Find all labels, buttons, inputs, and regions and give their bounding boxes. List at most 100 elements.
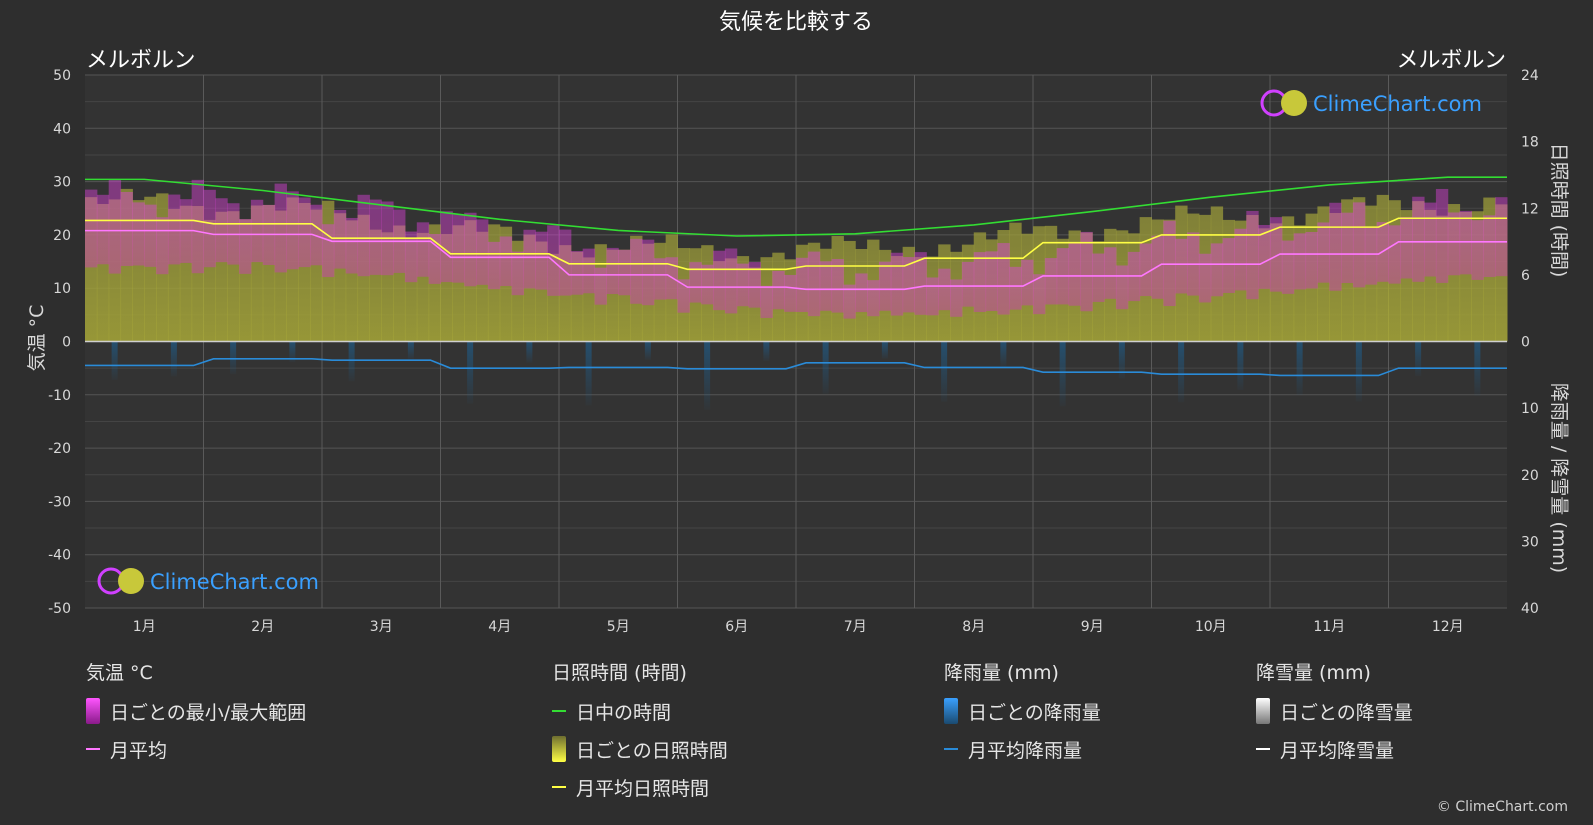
rain-daily-bar — [941, 341, 948, 402]
temp-daily-range-bar — [819, 261, 833, 311]
temp-daily-range-bar — [191, 179, 204, 274]
legend-snow-daily: 日ごとの降雪量 — [1256, 698, 1413, 724]
left-axis-label: 気温 °C — [26, 305, 48, 372]
temp-daily-range-bar — [1352, 202, 1366, 288]
right-bottom-axis-label: 降雨量 / 降雪量 (mm) — [1548, 383, 1570, 573]
temp-daily-range-bar — [914, 252, 927, 315]
logo-top-right: ClimeChart.com — [1260, 89, 1482, 117]
temp-daily-range-bar — [831, 259, 844, 313]
temp-daily-range-bar — [1447, 212, 1461, 276]
temp-daily-range-bar — [1388, 225, 1401, 284]
temp-daily-range-bar — [1459, 210, 1472, 275]
daylight-swatch — [552, 710, 566, 712]
temp-daily-range-bar — [1246, 210, 1259, 300]
location-left: メルボルン — [86, 48, 196, 73]
temp-daily-range-bar — [1341, 212, 1354, 284]
right-top-tick-label: 0 — [1521, 335, 1530, 351]
legend-rain-avg-label: 月平均降雨量 — [968, 739, 1083, 762]
temp-daily-range-bar — [1400, 216, 1413, 279]
rain-daily-bar — [1237, 341, 1244, 390]
right-bottom-tick-label: 40 — [1521, 601, 1539, 617]
right-top-tick-label: 24 — [1521, 68, 1539, 84]
rain-daily-bar — [763, 341, 770, 361]
temp-daily-range-bar — [878, 261, 892, 311]
temp-daily-range-bar — [1222, 238, 1235, 293]
temp-daily-range-bar — [1435, 188, 1449, 283]
temp-daily-range-bar — [404, 231, 418, 283]
left-tick-label: -10 — [48, 388, 71, 404]
temp-daily-range-bar — [440, 211, 453, 283]
right-bottom-tick-label: 30 — [1521, 534, 1539, 550]
temp-daily-range-bar — [855, 273, 868, 313]
sunshine-daily-swatch — [552, 736, 566, 762]
logo-text-top: ClimeChart.com — [1313, 92, 1482, 116]
temp-daily-range-bar — [369, 199, 382, 275]
temp-daily-range-bar — [167, 194, 181, 265]
temp-daily-range-bar — [144, 204, 157, 267]
temp-daily-range-bar — [452, 214, 465, 283]
temp-daily-range-bar — [345, 217, 359, 274]
legend-rain-daily: 日ごとの降雨量 — [944, 698, 1101, 724]
temp-daily-range-bar — [274, 183, 287, 273]
temp-daily-range-bar — [132, 202, 145, 266]
rain-daily-bar — [704, 341, 711, 410]
temp-daily-range-bar — [582, 248, 596, 294]
rain-daily-bar — [822, 341, 829, 394]
temp-daily-range-bar — [1305, 231, 1318, 289]
temp-daily-range-bar — [784, 274, 797, 312]
legend-temp-range-label: 日ごとの最小/最大範囲 — [110, 701, 307, 724]
temp-daily-range-bar — [1080, 231, 1093, 312]
legend-snow-avg-label: 月平均降雪量 — [1280, 739, 1395, 762]
rain-daily-bar — [526, 341, 533, 363]
temp-daily-range-bar — [357, 194, 370, 277]
sunshine-avg-line — [85, 217, 1507, 271]
temp-avg-swatch — [86, 748, 100, 750]
legend-temp-avg: 月平均 — [86, 736, 306, 762]
temp-daily-range-bar — [1495, 197, 1508, 277]
temp-daily-range-bar — [298, 197, 311, 268]
left-tick-label: 40 — [53, 121, 71, 137]
temp-daily-range-bar — [1412, 196, 1425, 282]
legend-snow: 降雪量 (mm) 日ごとの降雪量 月平均降雪量 — [1256, 660, 1413, 774]
logo-bottom-left: ClimeChart.com — [97, 567, 319, 595]
temp-daily-range-bar — [1033, 274, 1046, 315]
rain-daily-bar — [1296, 341, 1303, 396]
right-top-tick-label: 12 — [1521, 201, 1539, 217]
temp-daily-range-bar — [985, 251, 998, 312]
legend-daylight: 日中の時間 — [552, 698, 728, 724]
temp-daily-range-bar — [677, 279, 690, 313]
series-lines — [85, 176, 1507, 377]
legend-temp-range: 日ごとの最小/最大範囲 — [86, 698, 306, 724]
left-tick-label: 30 — [53, 175, 71, 191]
temp-daily-range-bar — [890, 252, 904, 316]
temp-daily-range-bar — [950, 279, 963, 317]
rain-avg-line — [85, 358, 1507, 377]
temp-avg-line — [85, 229, 1507, 291]
temp-daily-range-bar — [807, 251, 821, 317]
temp-daily-range-bar — [464, 212, 477, 287]
left-tick-label: 20 — [53, 228, 71, 244]
month-tick-label: 10月 — [1195, 619, 1227, 635]
temp-daily-range-bar — [96, 194, 110, 265]
rain-daily-bar — [111, 341, 118, 380]
rain-daily-swatch — [944, 698, 958, 724]
legend-daylight-label: 日中の時間 — [576, 701, 672, 724]
temp-daily-range-bar — [606, 247, 619, 295]
month-tick-label: 3月 — [370, 619, 393, 635]
temp-daily-range-bar — [1234, 228, 1247, 291]
temp-daily-range-bar — [736, 263, 750, 307]
rain-daily-bar — [467, 341, 474, 404]
temp-daily-range-bar — [961, 261, 975, 307]
temp-daily-range-bar — [1021, 259, 1034, 306]
temp-range-swatch — [86, 698, 100, 724]
rain-daily-bar — [1178, 341, 1185, 403]
temp-daily-range-bar — [511, 251, 524, 296]
temp-daily-range-bar — [1198, 253, 1212, 303]
legend-rain-avg: 月平均降雨量 — [944, 736, 1101, 762]
month-tick-label: 1月 — [133, 619, 156, 635]
chart-title: 気候を比較する — [719, 10, 873, 35]
rain-avg-swatch — [944, 748, 958, 750]
temp-daily-range-bar — [487, 241, 501, 290]
daylight-line — [85, 176, 1507, 237]
left-tick-label: -20 — [48, 441, 71, 457]
